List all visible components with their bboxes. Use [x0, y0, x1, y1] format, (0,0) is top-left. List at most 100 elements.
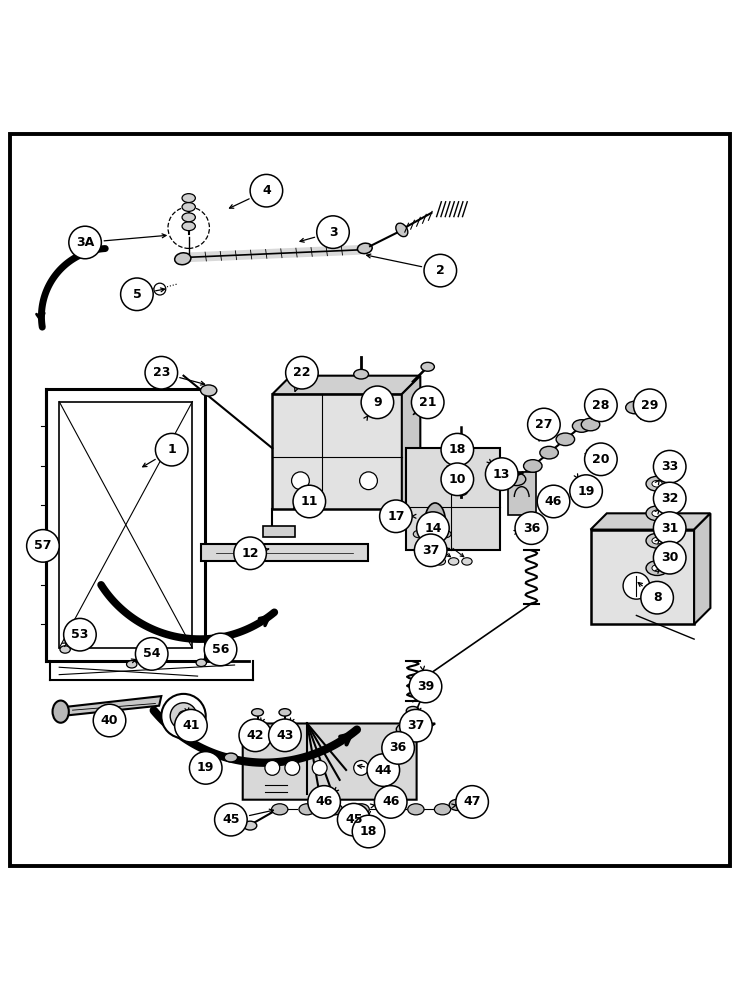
Ellipse shape [31, 541, 40, 553]
Ellipse shape [626, 401, 644, 414]
Ellipse shape [380, 804, 397, 815]
Text: 42: 42 [246, 729, 264, 742]
Text: 44: 44 [374, 764, 392, 777]
Circle shape [367, 754, 400, 786]
Circle shape [623, 573, 650, 599]
Text: 30: 30 [661, 551, 679, 564]
Text: 19: 19 [197, 761, 215, 774]
Circle shape [360, 472, 377, 490]
Circle shape [175, 709, 207, 742]
Ellipse shape [60, 646, 70, 653]
Ellipse shape [652, 565, 662, 571]
Ellipse shape [396, 223, 408, 237]
Circle shape [485, 458, 518, 490]
Text: 41: 41 [182, 719, 200, 732]
Bar [272, 394, 402, 509]
Ellipse shape [427, 530, 438, 538]
Ellipse shape [646, 533, 668, 548]
Text: 29: 29 [641, 399, 659, 412]
Circle shape [537, 485, 570, 518]
Circle shape [653, 541, 686, 574]
Ellipse shape [272, 804, 288, 815]
Text: 18: 18 [448, 443, 466, 456]
Bar [508, 472, 536, 515]
Text: 47: 47 [463, 795, 481, 808]
Circle shape [653, 512, 686, 544]
Ellipse shape [252, 709, 263, 716]
Ellipse shape [406, 706, 420, 715]
Circle shape [337, 803, 370, 836]
Text: 27: 27 [535, 418, 553, 431]
Circle shape [352, 815, 385, 848]
Ellipse shape [556, 433, 575, 446]
Bar [591, 530, 694, 624]
Ellipse shape [357, 243, 372, 254]
Circle shape [441, 433, 474, 466]
Circle shape [528, 408, 560, 441]
Text: 37: 37 [422, 544, 440, 557]
Ellipse shape [182, 213, 195, 222]
Circle shape [178, 711, 189, 721]
Circle shape [424, 254, 457, 287]
Circle shape [374, 786, 407, 818]
Circle shape [189, 752, 222, 784]
Text: 23: 23 [152, 366, 170, 379]
Text: 3A: 3A [76, 236, 94, 249]
Text: 18: 18 [360, 825, 377, 838]
Ellipse shape [224, 753, 238, 762]
Circle shape [161, 694, 206, 738]
Text: 40: 40 [101, 714, 118, 727]
Text: 11: 11 [300, 495, 318, 508]
Circle shape [380, 500, 412, 533]
Circle shape [154, 283, 166, 295]
Bar [406, 448, 500, 550]
Circle shape [121, 278, 153, 311]
Text: 28: 28 [592, 399, 610, 412]
Text: 9: 9 [373, 396, 382, 409]
Circle shape [317, 216, 349, 248]
Circle shape [441, 463, 474, 496]
Bar [46, 389, 205, 661]
Circle shape [269, 719, 301, 752]
Ellipse shape [326, 804, 343, 815]
Circle shape [239, 719, 272, 752]
Circle shape [93, 704, 126, 737]
Ellipse shape [652, 537, 662, 544]
Text: 31: 31 [661, 522, 679, 535]
Text: 20: 20 [592, 453, 610, 466]
Text: 36: 36 [522, 522, 540, 535]
Text: 57: 57 [34, 539, 52, 552]
Circle shape [170, 703, 197, 729]
Ellipse shape [182, 194, 195, 203]
Circle shape [409, 670, 442, 703]
Ellipse shape [435, 558, 445, 565]
Circle shape [411, 386, 444, 419]
Text: 56: 56 [212, 643, 229, 656]
Circle shape [285, 760, 300, 775]
Bar [263, 526, 295, 537]
Ellipse shape [127, 661, 137, 668]
Polygon shape [402, 376, 420, 509]
Circle shape [215, 803, 247, 836]
Circle shape [456, 786, 488, 818]
Text: 43: 43 [276, 729, 294, 742]
Text: 14: 14 [424, 522, 442, 535]
Circle shape [653, 450, 686, 483]
Ellipse shape [299, 804, 315, 815]
Ellipse shape [646, 506, 668, 521]
Text: 46: 46 [315, 795, 333, 808]
Text: 2: 2 [436, 264, 445, 277]
Text: 53: 53 [71, 628, 89, 641]
Circle shape [204, 633, 237, 666]
Ellipse shape [646, 476, 668, 491]
Ellipse shape [354, 369, 369, 379]
Circle shape [585, 443, 617, 476]
Ellipse shape [508, 473, 525, 486]
Circle shape [293, 485, 326, 518]
Bar [59, 402, 192, 648]
Text: 36: 36 [389, 741, 407, 754]
Circle shape [585, 389, 617, 422]
Text: 45: 45 [345, 813, 363, 826]
Text: 46: 46 [382, 795, 400, 808]
Circle shape [361, 386, 394, 419]
